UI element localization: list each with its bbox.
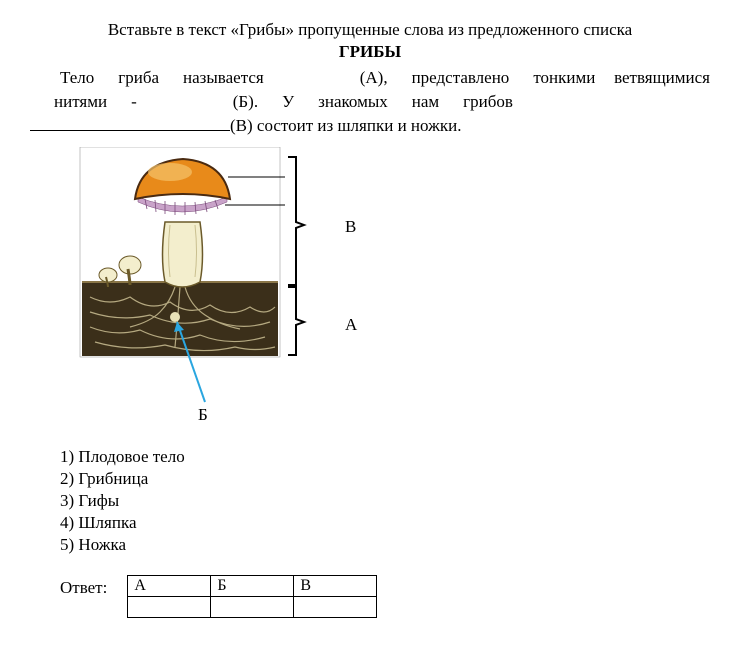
word: грибов xyxy=(463,92,513,111)
options-list: 1) Плодовое тело 2) Грибница 3) Гифы 4) … xyxy=(60,447,710,555)
word: называется xyxy=(183,68,264,87)
answer-section: Ответ: А Б В xyxy=(60,575,710,618)
table-row: А Б В xyxy=(128,576,377,597)
word: ветвящимися xyxy=(614,68,710,87)
word: представлено xyxy=(412,68,510,87)
option-item: 3) Гифы xyxy=(60,491,710,511)
answer-header-b: Б xyxy=(211,576,294,597)
answer-label: Ответ: xyxy=(60,575,107,598)
diagram-label-v: В xyxy=(345,217,356,237)
word: нам xyxy=(412,92,439,111)
word: нитями xyxy=(54,92,107,111)
mushroom-svg xyxy=(70,147,390,427)
task-instruction: Вставьте в текст «Грибы» пропущенные сло… xyxy=(30,20,710,40)
word: Тело xyxy=(60,68,94,87)
answer-table: А Б В xyxy=(127,575,377,618)
blank-underscore xyxy=(30,130,230,131)
word: (А), xyxy=(360,68,388,87)
answer-cell-a[interactable] xyxy=(128,597,211,618)
task-paragraph: Тело гриба называется (А), представлено тонки… xyxy=(30,66,710,137)
mushroom-diagram: В А Б xyxy=(70,147,390,427)
answer-cell-b[interactable] xyxy=(211,597,294,618)
word: У xyxy=(282,92,294,111)
answer-header-a: А xyxy=(128,576,211,597)
table-row xyxy=(128,597,377,618)
word: тонкими xyxy=(533,68,595,87)
diagram-label-b: Б xyxy=(198,405,208,425)
option-item: 4) Шляпка xyxy=(60,513,710,533)
word: гриба xyxy=(118,68,159,87)
option-item: 2) Грибница xyxy=(60,469,710,489)
word: (Б). xyxy=(233,92,258,111)
option-item: 5) Ножка xyxy=(60,535,710,555)
task-title: ГРИБЫ xyxy=(30,42,710,62)
word: знакомых xyxy=(318,92,388,111)
option-item: 1) Плодовое тело xyxy=(60,447,710,467)
word: (В) состоит из шляпки и ножки. xyxy=(230,116,461,135)
answer-header-v: В xyxy=(294,576,377,597)
word: - xyxy=(131,92,137,111)
diagram-label-a: А xyxy=(345,315,357,335)
answer-cell-v[interactable] xyxy=(294,597,377,618)
